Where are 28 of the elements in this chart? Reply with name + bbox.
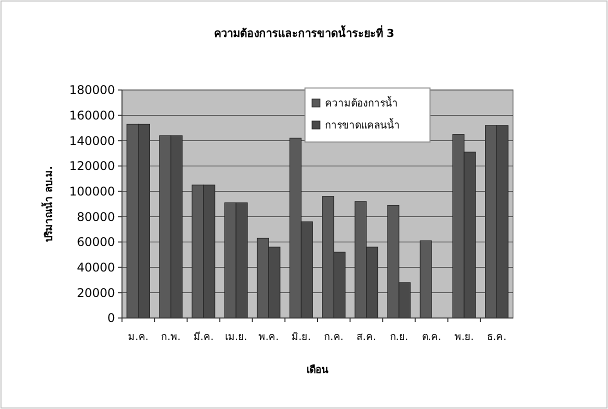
chart-title: ความต้องการและการขาดน้ำระยะที่ 3 xyxy=(214,25,394,40)
legend-label: ความต้องการน้ำ xyxy=(325,96,398,110)
y-tick-label: 120000 xyxy=(69,159,115,174)
x-axis-title: เดือน xyxy=(306,364,328,376)
y-tick-label: 60000 xyxy=(76,235,115,250)
x-tick-label: พ.ย. xyxy=(454,332,474,343)
x-tick-label: มิ.ย. xyxy=(292,332,311,343)
x-tick-label: ส.ค. xyxy=(356,332,376,343)
x-tick-label: ก.พ. xyxy=(161,332,181,343)
y-tick-label: 100000 xyxy=(69,184,115,199)
x-tick-label: ธ.ค. xyxy=(487,332,506,343)
bar xyxy=(420,240,432,318)
legend-label: การขาดแคลนน้ำ xyxy=(325,118,400,132)
y-axis-title: ปริมาณน้ำ ลบ.ม. xyxy=(41,166,55,242)
y-tick-label: 180000 xyxy=(69,83,115,98)
x-tick-label: พ.ค. xyxy=(258,332,279,343)
x-tick-label: ก.ย. xyxy=(390,332,408,343)
y-tick-label: 80000 xyxy=(76,210,115,224)
y-tick-label: 160000 xyxy=(69,108,115,123)
x-tick-label: ก.ค. xyxy=(324,332,344,343)
x-tick-label: เม.ย. xyxy=(224,332,248,343)
x-tick-label: มี.ค. xyxy=(193,331,214,343)
y-tick-label: 40000 xyxy=(76,260,115,275)
x-tick-label: ม.ค. xyxy=(128,332,148,343)
y-tick-label: 0 xyxy=(107,311,115,326)
y-tick-label: 140000 xyxy=(69,134,115,148)
x-tick-label: ต.ค. xyxy=(422,332,442,343)
y-tick-label: 20000 xyxy=(76,286,115,300)
